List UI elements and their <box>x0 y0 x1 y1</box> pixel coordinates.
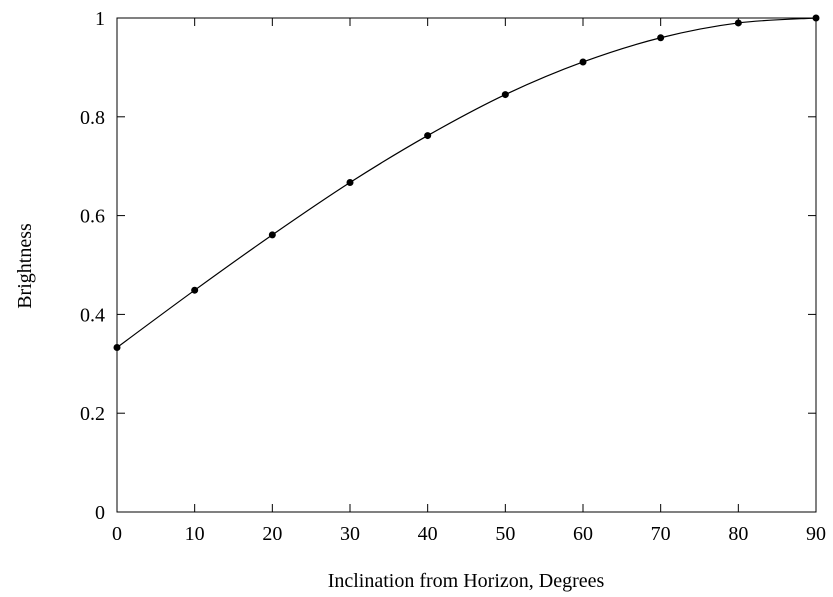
x-tick-label: 90 <box>806 523 826 545</box>
x-tick-label: 70 <box>651 523 671 545</box>
x-axis-label: Inclination from Horizon, Degrees <box>328 570 605 592</box>
data-point <box>113 343 121 351</box>
plot-frame <box>116 17 817 513</box>
data-point <box>812 14 820 22</box>
x-tick-label: 60 <box>573 523 593 545</box>
data-point <box>734 19 742 27</box>
data-point <box>191 286 199 294</box>
data-point <box>579 58 587 66</box>
x-tick-label: 20 <box>262 523 282 545</box>
data-point <box>424 132 432 140</box>
y-tick-label: 0.8 <box>80 107 105 129</box>
x-tick-label: 80 <box>728 523 748 545</box>
data-point <box>501 91 509 99</box>
y-tick-label: 0.6 <box>80 206 105 228</box>
data-point <box>346 179 354 187</box>
x-tick-label: 30 <box>340 523 360 545</box>
plot-frame-group <box>116 17 817 513</box>
series-line <box>116 17 817 348</box>
y-tick-label: 0.2 <box>80 403 105 425</box>
y-ticks-group: 0 0.2 0.4 0.6 0.8 1 <box>80 8 816 524</box>
x-tick-label: 40 <box>418 523 438 545</box>
y-tick-label: 0.4 <box>80 304 105 326</box>
y-tick-label: 0 <box>95 502 105 524</box>
x-tick-label: 0 <box>112 523 122 545</box>
data-point <box>268 231 276 239</box>
x-tick-label: 10 <box>185 523 205 545</box>
x-ticks-group: 0 10 20 30 40 50 60 70 80 90 <box>112 18 826 545</box>
x-tick-label: 50 <box>495 523 515 545</box>
data-point <box>657 34 665 42</box>
series-group <box>113 14 820 351</box>
y-tick-label: 1 <box>95 8 105 30</box>
y-axis-label: Brightness <box>14 223 36 309</box>
